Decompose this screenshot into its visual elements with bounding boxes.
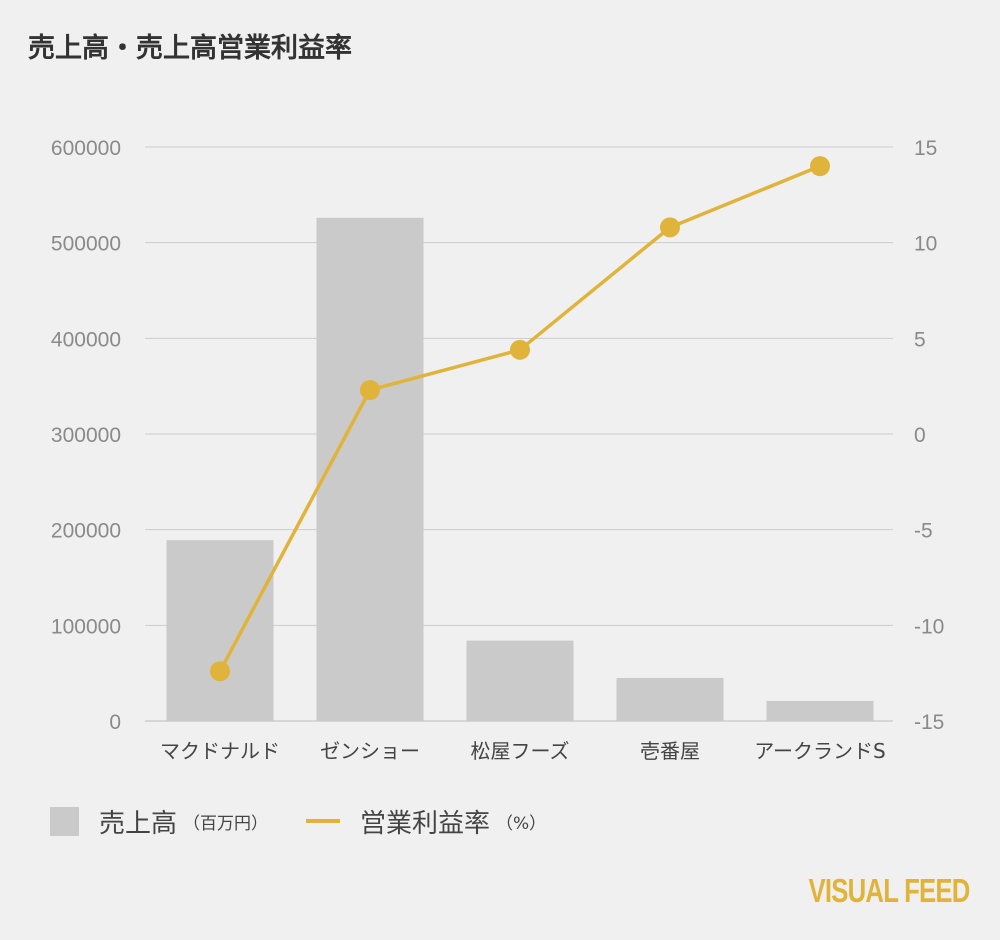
sales-bar (766, 700, 874, 721)
category-label: マクドナルド (160, 739, 280, 763)
right-tick-label: 5 (914, 328, 926, 351)
category-label: ゼンショー (320, 739, 420, 763)
sales-bar (466, 640, 574, 721)
right-tick-label: 0 (914, 424, 926, 447)
left-tick-label: 100000 (51, 615, 121, 638)
right-tick-label: -5 (914, 520, 933, 543)
legend-margin-label: 営業利益率 (360, 808, 491, 839)
left-tick-label: 400000 (51, 328, 121, 351)
combo-chart: 0 100000 200000 300000 400000 500000 600000 -1… (51, 137, 944, 763)
left-tick-label: 200000 (51, 520, 121, 543)
left-tick-label: 0 (109, 711, 121, 734)
line-series (210, 156, 830, 682)
left-tick-label: 300000 (51, 424, 121, 447)
margin-point (810, 156, 830, 177)
left-tick-label: 600000 (51, 137, 121, 160)
legend-item-sales: 売上高 （百万円） (50, 803, 268, 840)
chart-title: 売上高・売上高営業利益率 (28, 33, 352, 64)
right-tick-label: -10 (914, 615, 944, 638)
legend: 売上高 （百万円） 営業利益率 （%） (50, 803, 584, 840)
legend-sales-label: 売上高 (99, 808, 178, 839)
brand-logo: VISUAL FEED (808, 872, 971, 909)
category-labels: マクドナルド ゼンショー 松屋フーズ 壱番屋 アークランドS (160, 739, 886, 763)
legend-line-swatch (306, 819, 341, 823)
category-label: 壱番屋 (640, 739, 700, 763)
margin-point (510, 339, 530, 360)
legend-sales-unit: （百万円） (183, 813, 269, 834)
margin-point (210, 661, 230, 682)
sales-bar (166, 540, 274, 721)
left-tick-label: 500000 (51, 233, 121, 256)
category-label: アークランドS (754, 739, 886, 763)
legend-item-margin: 営業利益率 （%） (306, 803, 546, 840)
right-axis-ticks: -15 -10 -5 0 5 10 15 (914, 137, 944, 734)
right-tick-label: 15 (914, 137, 937, 160)
margin-point (660, 217, 680, 238)
legend-bar-swatch (50, 806, 79, 836)
margin-line (218, 164, 821, 673)
sales-bar (316, 217, 424, 721)
bar-series (166, 217, 874, 721)
right-tick-label: 10 (914, 233, 937, 256)
category-label: 松屋フーズ (471, 739, 570, 763)
sales-bar (616, 677, 724, 721)
legend-margin-unit: （%） (496, 813, 547, 834)
right-tick-label: -15 (914, 711, 944, 734)
left-axis-ticks: 0 100000 200000 300000 400000 500000 600000 (51, 137, 121, 734)
margin-point (360, 379, 380, 400)
